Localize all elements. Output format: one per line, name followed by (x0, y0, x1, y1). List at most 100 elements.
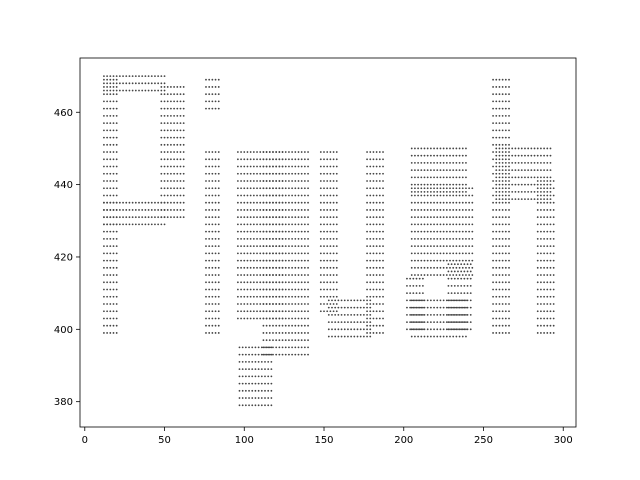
data-point (442, 313, 445, 316)
data-point (498, 147, 501, 150)
data-point (436, 190, 439, 193)
data-point (465, 306, 467, 309)
data-point (414, 190, 416, 193)
data-point (495, 107, 498, 110)
data-point (294, 339, 297, 342)
data-point (208, 281, 211, 284)
data-point (504, 245, 507, 248)
data-point (125, 216, 128, 219)
data-point (540, 266, 542, 269)
data-point (275, 187, 278, 190)
data-point (103, 310, 105, 313)
data-point (463, 277, 466, 280)
data-point (246, 281, 249, 284)
data-point (442, 335, 445, 338)
data-point (284, 339, 287, 342)
data-point (106, 172, 109, 175)
data-point (251, 353, 254, 356)
data-point (439, 216, 442, 219)
data-point (429, 313, 432, 316)
data-point (243, 180, 246, 182)
data-point (243, 237, 246, 240)
data-point (163, 86, 166, 88)
data-point (520, 176, 523, 179)
data-point (278, 158, 281, 161)
data-point (288, 332, 290, 334)
data-point (288, 324, 290, 327)
data-point (452, 313, 455, 316)
data-point (249, 281, 252, 284)
data-point (421, 313, 424, 316)
data-point (498, 230, 501, 233)
data-point (495, 147, 498, 150)
data-point (549, 187, 552, 190)
data-point (552, 310, 555, 313)
data-point (372, 216, 375, 219)
data-point (332, 158, 335, 161)
data-point (238, 404, 241, 407)
data-point (217, 93, 220, 96)
data-point (291, 165, 294, 168)
data-point (259, 180, 262, 182)
data-point (262, 346, 265, 349)
data-point (449, 162, 451, 164)
data-point (414, 299, 416, 302)
data-point (433, 169, 435, 172)
data-point (115, 187, 118, 190)
data-point (375, 180, 378, 182)
data-point (455, 306, 458, 309)
data-point (211, 194, 214, 197)
data-point (375, 281, 378, 284)
data-point (465, 169, 467, 172)
data-point (353, 313, 356, 316)
data-point (366, 328, 368, 331)
data-point (248, 346, 250, 349)
data-point (469, 306, 472, 309)
data-point (343, 313, 346, 316)
data-point (471, 266, 474, 269)
data-point (372, 165, 375, 168)
data-point (294, 324, 297, 327)
data-point (323, 266, 325, 269)
data-point (240, 165, 242, 168)
data-point (259, 172, 262, 175)
data-point (378, 230, 381, 233)
data-point (182, 129, 185, 132)
data-point (412, 306, 415, 309)
data-point (138, 75, 140, 77)
data-point (208, 245, 211, 248)
data-point (549, 245, 552, 248)
data-point (372, 295, 375, 298)
data-point (112, 194, 115, 197)
data-point (498, 165, 501, 168)
data-point (329, 201, 332, 204)
data-point (211, 317, 214, 320)
data-point (369, 201, 372, 204)
data-point (546, 187, 549, 190)
data-point (414, 201, 416, 204)
data-point (182, 136, 185, 139)
data-point (268, 332, 271, 334)
data-point (417, 190, 420, 193)
data-point (420, 176, 423, 179)
data-point (208, 151, 211, 153)
data-point (436, 216, 439, 219)
data-point (170, 143, 172, 146)
data-point (468, 201, 471, 204)
data-point (246, 295, 249, 298)
data-point (170, 209, 172, 211)
data-point (372, 310, 375, 313)
data-point (492, 107, 494, 110)
data-point (429, 306, 432, 309)
data-point (350, 328, 353, 331)
data-point (442, 321, 445, 323)
data-point (498, 237, 501, 240)
data-point (536, 198, 539, 200)
data-point (259, 274, 262, 276)
data-point (445, 321, 448, 323)
data-point (501, 162, 504, 164)
data-point (421, 328, 424, 331)
data-point (461, 299, 464, 302)
data-point (420, 321, 423, 323)
data-point (208, 209, 211, 211)
